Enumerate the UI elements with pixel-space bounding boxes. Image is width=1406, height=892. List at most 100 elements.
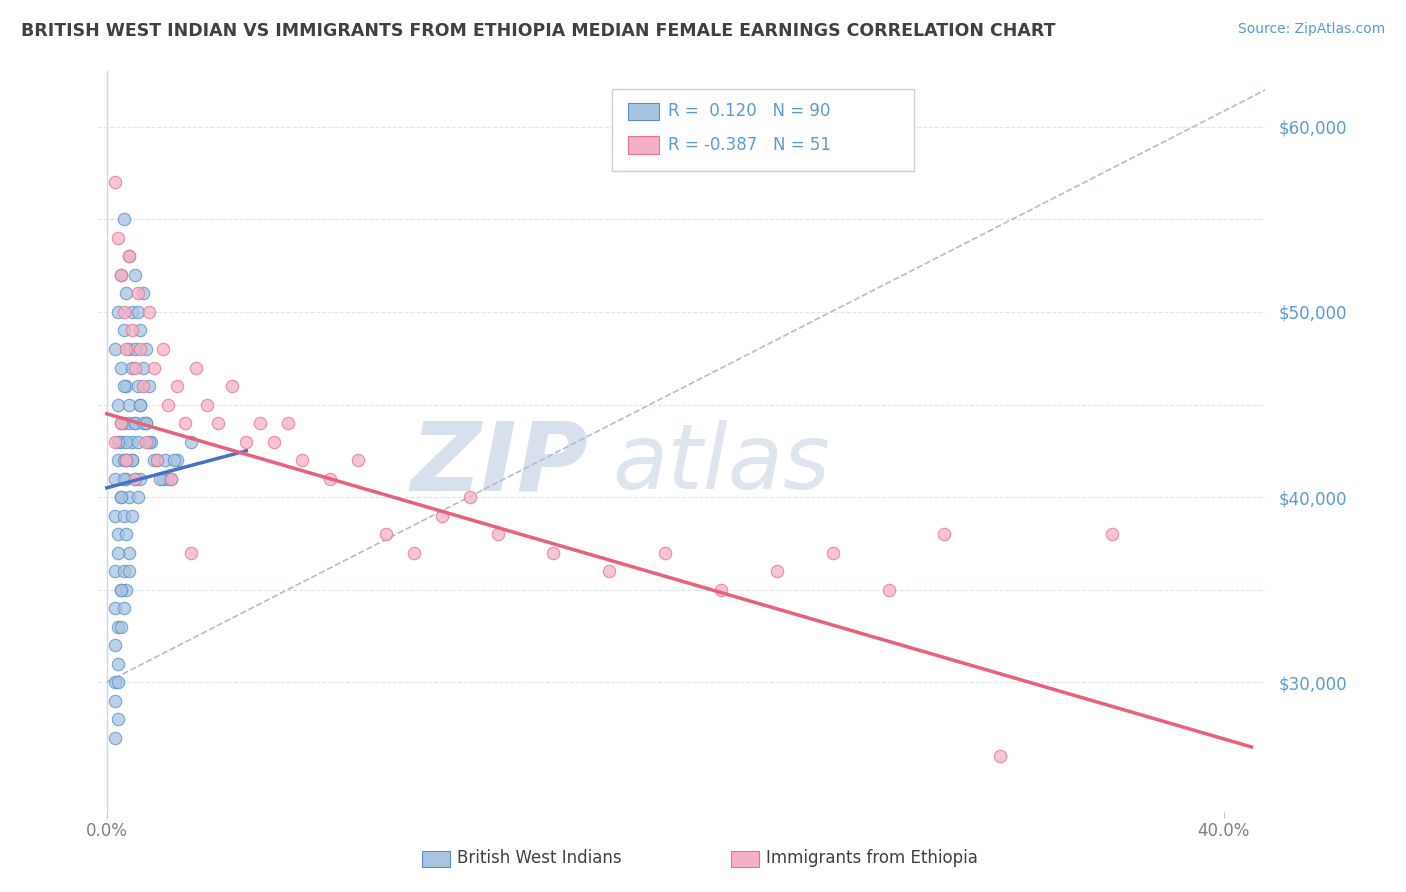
Point bbox=[112, 453, 135, 467]
Text: R = -0.387   N = 51: R = -0.387 N = 51 bbox=[668, 136, 831, 153]
Point bbox=[107, 434, 129, 449]
Point bbox=[124, 472, 146, 486]
Point bbox=[115, 434, 138, 449]
Point bbox=[157, 472, 180, 486]
Point bbox=[107, 398, 129, 412]
Point bbox=[143, 453, 166, 467]
Point bbox=[104, 342, 127, 356]
Point bbox=[249, 416, 271, 430]
Point bbox=[115, 527, 138, 541]
Point bbox=[166, 453, 188, 467]
Point bbox=[118, 398, 141, 412]
Point bbox=[821, 545, 844, 560]
Point bbox=[107, 545, 129, 560]
Point bbox=[934, 527, 956, 541]
Point bbox=[107, 657, 129, 671]
Point bbox=[118, 545, 141, 560]
Point bbox=[112, 472, 135, 486]
Point bbox=[160, 472, 183, 486]
Point bbox=[152, 472, 174, 486]
Point bbox=[135, 416, 157, 430]
Point bbox=[115, 582, 138, 597]
Point bbox=[121, 453, 143, 467]
Point bbox=[207, 416, 229, 430]
Point bbox=[121, 360, 143, 375]
Point bbox=[107, 527, 129, 541]
Point bbox=[127, 286, 149, 301]
Text: ZIP: ZIP bbox=[411, 417, 589, 510]
Point bbox=[132, 360, 155, 375]
Point bbox=[110, 490, 132, 504]
Point bbox=[104, 564, 127, 578]
Text: Source: ZipAtlas.com: Source: ZipAtlas.com bbox=[1237, 22, 1385, 37]
Point bbox=[138, 305, 160, 319]
Point bbox=[115, 453, 138, 467]
Point bbox=[132, 286, 155, 301]
Point bbox=[710, 582, 733, 597]
Point bbox=[107, 305, 129, 319]
Point bbox=[127, 379, 149, 393]
Point bbox=[174, 416, 197, 430]
Point bbox=[112, 305, 135, 319]
Point bbox=[1101, 527, 1123, 541]
Point bbox=[104, 434, 127, 449]
Point bbox=[132, 416, 155, 430]
Point bbox=[115, 472, 138, 486]
Point bbox=[166, 379, 188, 393]
Point bbox=[157, 398, 180, 412]
Point bbox=[104, 175, 127, 190]
Point bbox=[235, 434, 257, 449]
Point bbox=[146, 453, 169, 467]
Point bbox=[277, 416, 299, 430]
Point bbox=[132, 379, 155, 393]
Point bbox=[110, 268, 132, 282]
Point bbox=[124, 268, 146, 282]
Text: British West Indians: British West Indians bbox=[457, 849, 621, 867]
Point bbox=[110, 620, 132, 634]
Point bbox=[118, 342, 141, 356]
Point bbox=[221, 379, 243, 393]
Point bbox=[124, 416, 146, 430]
Point bbox=[118, 250, 141, 264]
Point bbox=[112, 564, 135, 578]
Point bbox=[107, 620, 129, 634]
Point bbox=[129, 324, 152, 338]
Point bbox=[110, 490, 132, 504]
Point bbox=[104, 472, 127, 486]
Point bbox=[115, 453, 138, 467]
Point bbox=[115, 342, 138, 356]
Point bbox=[135, 434, 157, 449]
Point bbox=[110, 416, 132, 430]
Text: Immigrants from Ethiopia: Immigrants from Ethiopia bbox=[766, 849, 979, 867]
Point bbox=[110, 582, 132, 597]
Point bbox=[146, 453, 169, 467]
Point bbox=[121, 453, 143, 467]
Point bbox=[291, 453, 314, 467]
Point bbox=[110, 360, 132, 375]
Point bbox=[141, 434, 163, 449]
Point bbox=[115, 379, 138, 393]
Point bbox=[121, 324, 143, 338]
Point bbox=[124, 360, 146, 375]
Text: R =  0.120   N = 90: R = 0.120 N = 90 bbox=[668, 102, 830, 120]
Point bbox=[180, 545, 202, 560]
Point bbox=[124, 416, 146, 430]
Point bbox=[118, 564, 141, 578]
Point bbox=[129, 398, 152, 412]
Point bbox=[121, 434, 143, 449]
Point bbox=[112, 416, 135, 430]
Point bbox=[115, 453, 138, 467]
Point bbox=[180, 434, 202, 449]
Point bbox=[347, 453, 370, 467]
Point bbox=[107, 675, 129, 690]
Point bbox=[107, 231, 129, 245]
Point bbox=[124, 472, 146, 486]
Point bbox=[149, 472, 172, 486]
Point bbox=[127, 490, 149, 504]
Point bbox=[121, 508, 143, 523]
Point bbox=[107, 453, 129, 467]
Point bbox=[115, 286, 138, 301]
Point bbox=[160, 472, 183, 486]
Point bbox=[112, 379, 135, 393]
Point bbox=[127, 434, 149, 449]
